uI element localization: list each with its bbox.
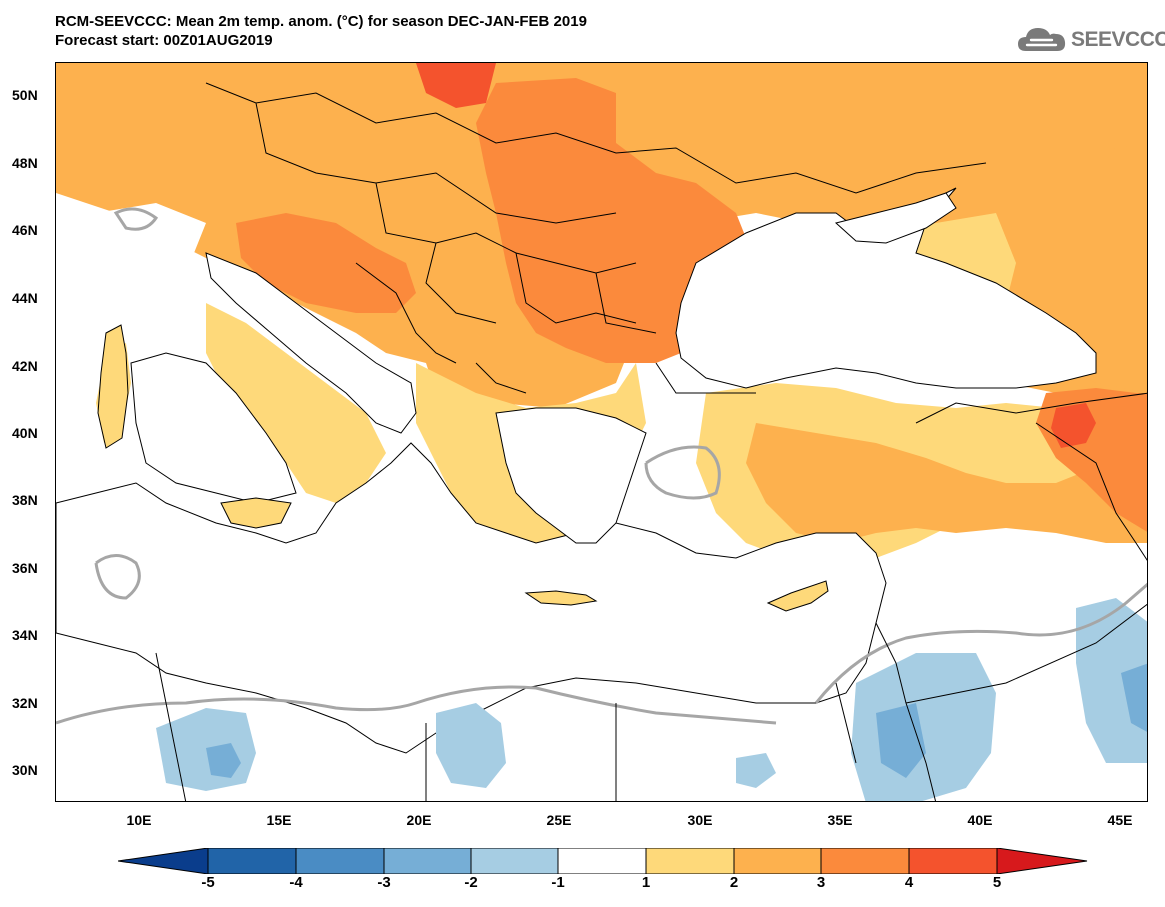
anomaly-region-neg2to-3-arabia (876, 703, 926, 778)
lat-label-48n: 48N (12, 155, 38, 171)
map-title-block: RCM-SEEVCCC: Mean 2m temp. anom. (°C) fo… (55, 12, 587, 50)
lat-label-46n: 46N (12, 222, 38, 238)
lon-label-10e: 10E (126, 812, 152, 828)
colorbar (118, 848, 1088, 874)
colorbar-bin-zero (557, 848, 647, 874)
sicily-island (220, 497, 292, 529)
anomaly-region-1to2-italy (206, 303, 386, 503)
colorbar-label-pos4: 4 (904, 874, 914, 891)
mediterranean-sea (56, 442, 887, 754)
colorbar-label-neg1: -1 (551, 874, 565, 891)
zero-contour-north-africa (56, 685, 777, 725)
map-title: RCM-SEEVCCC: Mean 2m temp. anom. (°C) fo… (55, 13, 587, 30)
colorbar-label-pos1: 1 (641, 874, 651, 891)
lat-label-40n: 40N (12, 425, 38, 441)
temperature-anomaly-map (55, 62, 1148, 802)
lon-label-20e: 20E (406, 812, 432, 828)
anomaly-region-neg2to-3-libya (206, 743, 241, 778)
lon-label-30e: 30E (687, 812, 713, 828)
aegean-sea (495, 407, 647, 544)
sea-of-azov (834, 192, 957, 244)
cloud-icon (1018, 28, 1066, 51)
anomaly-region-neg1to-2-east (1076, 598, 1147, 763)
colorbar-label-pos2: 2 (729, 874, 739, 891)
colorbar-label-neg2: -2 (464, 874, 478, 891)
anomaly-region-4to5-poland (416, 63, 496, 108)
lon-label-40e: 40E (967, 812, 993, 828)
neutral-region-west (56, 203, 206, 303)
seevccc-logo: SEEVCCC (1016, 24, 1165, 56)
colorbar-bin-neg2 (383, 848, 472, 874)
zero-contour-west (113, 207, 159, 231)
colorbar-label-pos5: 5 (992, 874, 1002, 891)
anomaly-region-neg1to-2-egypt2 (736, 753, 776, 788)
lat-label-34n: 34N (12, 627, 38, 643)
anomaly-region-2to3-anatolia (746, 423, 1147, 543)
colorbar-bin-pos3 (820, 848, 910, 874)
colorbar-bin-pos4 (908, 848, 998, 874)
tyrrhenian-sea (130, 352, 297, 504)
colorbar-bin-neg1 (470, 848, 559, 874)
lon-label-35e: 35E (827, 812, 853, 828)
anomaly-region-2to3-east (936, 143, 1147, 393)
colorbar-bin-neg4 (207, 848, 297, 874)
country-borders (155, 82, 1147, 801)
corsica-sardinia (97, 324, 129, 449)
colorbar-label-neg5: -5 (201, 874, 215, 891)
lat-label-30n: 30N (12, 762, 38, 778)
colorbar-label-neg3: -3 (377, 874, 391, 891)
colorbar-label-pos3: 3 (816, 874, 826, 891)
lat-label-32n: 32N (12, 695, 38, 711)
lat-label-38n: 38N (12, 492, 38, 508)
logo-text: SEEVCCC (1071, 28, 1165, 51)
colorbar-label-neg4: -4 (289, 874, 303, 891)
lon-label-15e: 15E (266, 812, 292, 828)
anomaly-region-neg1to-2-egypt (436, 703, 506, 788)
map-canvas (56, 63, 1147, 801)
anomaly-region-3to4-alps (236, 213, 416, 313)
lat-label-36n: 36N (12, 560, 38, 576)
colorbar-bin-pos2 (733, 848, 822, 874)
lon-label-25e: 25E (546, 812, 572, 828)
lat-label-50n: 50N (12, 87, 38, 103)
colorbar-arrow-high (996, 848, 1088, 874)
colorbar-bin-pos1 (645, 848, 735, 874)
colorbar-bin-neg3 (295, 848, 385, 874)
zero-contour-tunisia (94, 554, 141, 600)
crete-island (524, 590, 598, 606)
lon-label-45e: 45E (1107, 812, 1133, 828)
colorbar-arrow-low (118, 848, 209, 874)
adriatic-sea (205, 252, 417, 434)
lat-label-44n: 44N (12, 290, 38, 306)
anomaly-region-4to5-caucasus (1051, 403, 1096, 448)
zero-contour-middle-east (814, 582, 1147, 704)
anomaly-region-neg2to-3-east (1121, 663, 1147, 732)
lat-label-42n: 42N (12, 358, 38, 374)
forecast-start-label: Forecast start: 00Z01AUG2019 (55, 32, 273, 49)
zero-contour-anatolia (644, 445, 721, 500)
cyprus-island (766, 580, 829, 612)
